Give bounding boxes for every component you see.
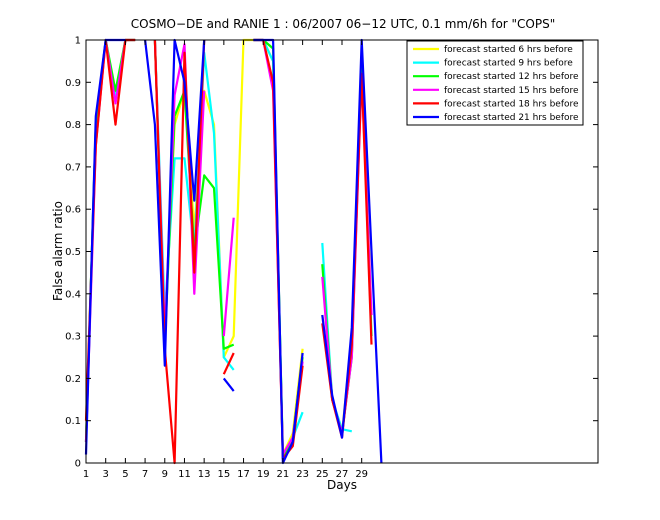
legend-label: forecast started 18 hrs before — [444, 99, 579, 109]
x-tick-label: 17 — [237, 469, 250, 480]
chart-title: COSMO−DE and RANIE 1 : 06/2007 06−12 UTC… — [131, 17, 556, 31]
legend-label: forecast started 21 hrs before — [444, 113, 579, 123]
x-tick-label: 19 — [257, 469, 270, 480]
x-axis-title: Days — [327, 478, 357, 492]
y-tick-label: 0 — [75, 459, 81, 470]
y-tick-label: 0.1 — [65, 416, 81, 427]
x-tick-label: 9 — [162, 469, 168, 480]
y-tick-label: 0.9 — [65, 78, 81, 89]
legend-box — [406, 40, 584, 126]
y-tick-label: 0.7 — [65, 162, 81, 173]
y-tick-label: 0.5 — [65, 247, 81, 258]
legend: forecast started 6 hrs before forecast st… — [406, 40, 584, 126]
x-tick-label: 23 — [296, 469, 309, 480]
x-tick-label: 11 — [178, 469, 191, 480]
plot-frame — [85, 39, 599, 464]
x-tick-label: 15 — [217, 469, 230, 480]
legend-label: forecast started 12 hrs before — [444, 72, 579, 82]
y-tick-label: 0.8 — [65, 120, 81, 131]
legend-label: forecast started 15 hrs before — [444, 86, 579, 96]
y-tick-label: 0.3 — [65, 332, 81, 343]
legend-label: forecast started 9 hrs before — [444, 59, 573, 69]
x-tick-label: 3 — [103, 469, 109, 480]
y-tick-label: 0.2 — [65, 374, 81, 385]
x-tick-label: 5 — [122, 469, 128, 480]
x-tick-label: 1 — [83, 469, 89, 480]
x-axis-ticks: 1 3 5 7 9 11 13 15 17 19 21 23 25 27 29 — [83, 40, 368, 480]
series-line-4 — [84, 38, 373, 465]
y-tick-label: 1 — [75, 36, 81, 47]
series-line-3 — [84, 38, 373, 456]
x-tick-label: 21 — [277, 469, 290, 480]
legend-label: forecast started 6 hrs before — [444, 45, 573, 55]
y-tick-label: 0.4 — [65, 289, 81, 300]
x-tick-label: 7 — [142, 469, 148, 480]
x-tick-label: 25 — [316, 469, 329, 480]
x-tick-label: 13 — [198, 469, 211, 480]
x-tick-label: 29 — [355, 469, 368, 480]
x-tick-label: 27 — [336, 469, 349, 480]
series-layer — [84, 38, 383, 465]
y-tick-label: 0.6 — [65, 205, 81, 216]
y-axis-ticks: 0 0.1 0.2 0.3 0.4 0.5 0.6 0.7 0.8 0.9 1 — [65, 36, 598, 470]
y-axis-title: False alarm ratio — [51, 201, 65, 301]
